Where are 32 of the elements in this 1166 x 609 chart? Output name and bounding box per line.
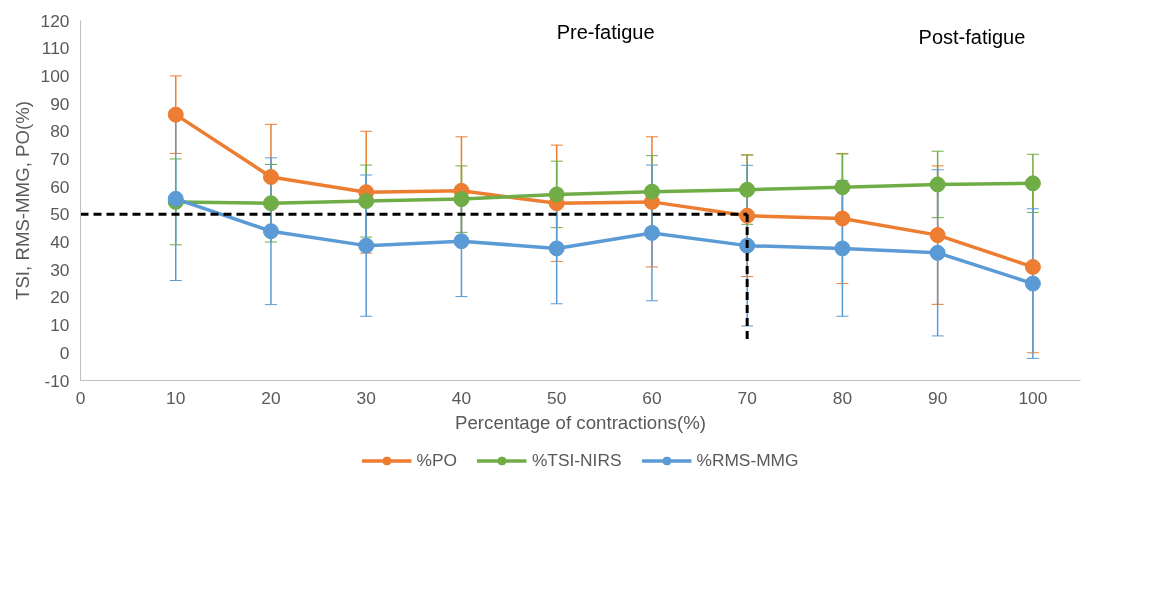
x-tick-label: 90: [928, 387, 948, 408]
x-tick-label: 70: [737, 387, 757, 408]
y-tick-label: 100: [40, 65, 70, 86]
y-tick-label: 10: [50, 315, 70, 336]
x-tick-label: 20: [261, 387, 281, 408]
x-tick-label: 10: [166, 387, 186, 408]
y-tick-label: 120: [40, 10, 70, 31]
legend-label: %PO: [416, 449, 457, 471]
y-tick-label: 110: [41, 38, 70, 59]
annotation: Pre-fatigue: [556, 20, 655, 43]
y-axis-title: TSI, RMS-MMG, PO(%): [11, 100, 33, 300]
x-tick-label: 50: [547, 387, 567, 408]
legend-label: %RMS-MMG: [696, 449, 799, 471]
y-tick-label: 80: [50, 121, 70, 142]
legend-label: %TSI-NIRS: [531, 449, 622, 471]
y-tick-label: 90: [50, 93, 70, 114]
y-tick-label: 50: [50, 204, 70, 225]
x-axis-title: Percentage of contractions(%): [455, 411, 706, 433]
x-tick-label: 40: [451, 387, 472, 408]
x-tick-label: 60: [642, 387, 662, 408]
y-tick-label: 70: [50, 148, 70, 169]
y-tick-label: 0: [59, 342, 70, 363]
y-tick-label: -10: [44, 370, 70, 391]
x-tick-label: 0: [75, 387, 86, 408]
annotation: Post-fatigue: [918, 26, 1026, 49]
y-tick-label: 60: [50, 176, 70, 197]
y-tick-label: 40: [50, 232, 70, 253]
x-tick-label: 30: [356, 387, 376, 408]
y-tick-label: 30: [50, 259, 70, 280]
x-tick-label: 80: [832, 387, 853, 408]
x-tick-label: 100: [1018, 387, 1048, 408]
y-tick-label: 20: [50, 287, 70, 308]
